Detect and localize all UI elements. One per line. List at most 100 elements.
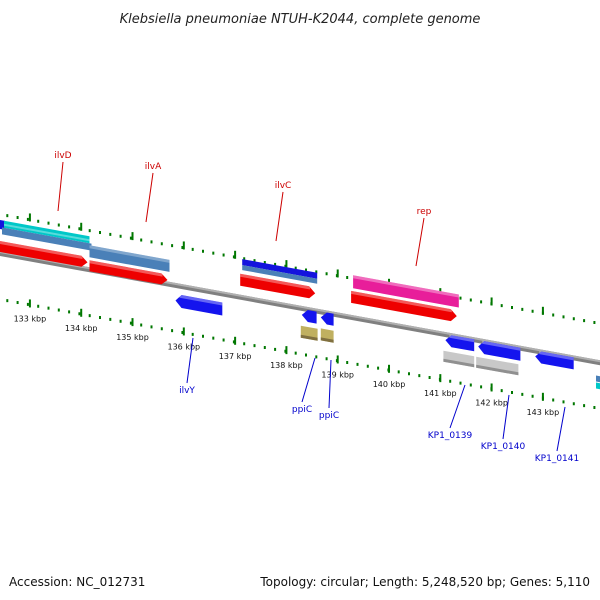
genome-summary-text: Topology: circular; Length: 5,248,520 bp… [259, 575, 590, 589]
bottom-scale-dot [408, 372, 410, 376]
leader-line-KP1_0139 [449, 384, 466, 429]
ilvA-misc-band [89, 245, 170, 272]
KP1_0139-gene-highlight [449, 334, 475, 343]
top-scale-dot [78, 227, 81, 231]
top-major-tick [131, 232, 134, 241]
tick-label: 138 kbp [270, 361, 303, 370]
rep-gene-highlight [353, 275, 459, 298]
bottom-scale-dot [480, 385, 483, 389]
ilvD-misc-band [2, 227, 92, 251]
top-scale-dot [47, 221, 50, 225]
KP1_0141-gene-highlight [539, 351, 574, 361]
bottom-scale-dot [222, 338, 225, 342]
top-scale-dot [57, 223, 60, 227]
bottom-major-tick [541, 392, 544, 401]
bottom-scale-dot [57, 308, 60, 312]
bottom-scale-dot [232, 340, 235, 344]
top-scale-dot [521, 307, 524, 311]
leader-line-ppiC [328, 359, 332, 409]
bottom-scale-dot [119, 319, 122, 323]
bottom-scale-dot [305, 353, 307, 357]
bottom-major-tick [234, 336, 237, 345]
top-scale-dot [109, 232, 112, 236]
tick-label: 142 kbp [475, 398, 508, 407]
bottom-scale-dot [294, 351, 297, 355]
top-scale-dot [284, 264, 287, 268]
bottom-scale-dot [459, 381, 462, 385]
ilvA-cds-arrow [89, 260, 168, 285]
top-scale-dot [469, 298, 472, 302]
tick-label: 137 kbp [219, 352, 252, 361]
bottom-scale-dot [16, 301, 19, 305]
leader-line-KP1_0140 [502, 394, 510, 440]
tick-labels: 133 kbp 134 kbp 135 kbp 136 kbp 137 kbp 138 k… [14, 314, 560, 416]
top-scale-dot [171, 244, 174, 248]
top-scale-dot [346, 276, 349, 280]
bottom-scale-dot [171, 329, 174, 333]
ppiC-misc-box-shadow-1 [300, 334, 318, 341]
bottom-scale-dot [212, 336, 215, 340]
tick-label: 141 kbp [424, 389, 457, 398]
leader-line-rep [415, 217, 425, 267]
tick-label: 135 kbp [116, 333, 149, 342]
ilvA-cds-highlight [89, 260, 163, 277]
top-scale-dot [68, 225, 71, 229]
leader-line-ilvD [57, 161, 64, 212]
top-scale-dot [99, 231, 101, 235]
top-scale-dot [212, 251, 215, 255]
bottom-major-tick [336, 355, 339, 364]
gene-label-ppiC: ppiC [319, 411, 339, 421]
ilvY-gene-arrow [175, 295, 223, 316]
tick-label: 139 kbp [321, 370, 354, 379]
rep-gene-band [353, 275, 459, 308]
bottom-scale-dot [140, 323, 143, 327]
top-major-tick [490, 297, 493, 306]
top-scale-dot [294, 266, 297, 270]
top-scale-dot [6, 214, 9, 218]
ilvC-gene-band [242, 259, 318, 279]
bottom-major-tick [131, 318, 134, 327]
bottom-major-tick [28, 299, 31, 308]
right-edge-fragment-2 [596, 375, 600, 383]
KP1_0139-gene-arrow [445, 335, 475, 352]
top-scale-dot [26, 217, 29, 221]
top-scale-dot [263, 261, 266, 265]
ilvD-cds-arrow [0, 240, 88, 267]
top-scale-dot [232, 255, 235, 259]
KP1_0140-gene-arrow [478, 341, 521, 361]
KP1_0140-misc-shadow [476, 364, 519, 376]
top-scale-dot [480, 300, 483, 304]
top-scale-dot [305, 268, 307, 272]
ppiC-gene-arrow-2 [320, 312, 334, 326]
ilvY-gene-highlight [179, 294, 223, 306]
bottom-scale-dot [160, 327, 163, 331]
bottom-scale-dot [552, 398, 555, 402]
bottom-major-tick [80, 308, 83, 317]
top-major-tick [234, 250, 237, 259]
gene-label-ilvY: ilvY [179, 386, 195, 396]
gene-label-ppiC: ppiC [292, 405, 312, 415]
top-major-tick [285, 260, 288, 269]
gene-label-KP1_0139: KP1_0139 [428, 431, 473, 441]
bottom-scale-dot [325, 357, 328, 361]
bottom-scale-dot [377, 366, 380, 370]
top-scale-dot [253, 259, 256, 263]
ilvC-cds-arrow [240, 273, 316, 299]
ilvA-misc-highlight [89, 245, 170, 263]
bottom-major-tick [285, 346, 288, 355]
bottom-scale-dot [150, 325, 153, 329]
gene-label-KP1_0141: KP1_0141 [535, 454, 579, 464]
top-major-tick [80, 222, 83, 231]
leader-line-ilvA [145, 172, 154, 223]
gene-label-ilvA: ilvA [145, 162, 162, 172]
leader-line-ilvC [275, 191, 284, 242]
top-scale-dot [500, 304, 503, 308]
top-scale-dot [202, 249, 204, 253]
leader-line-KP1_0141 [556, 406, 566, 452]
feature-track [0, 220, 600, 390]
bottom-scale-dot [531, 394, 534, 398]
bottom-scale-dot [469, 383, 472, 387]
bottom-scale-dot [129, 321, 132, 325]
bottom-scale-dot [253, 344, 256, 348]
